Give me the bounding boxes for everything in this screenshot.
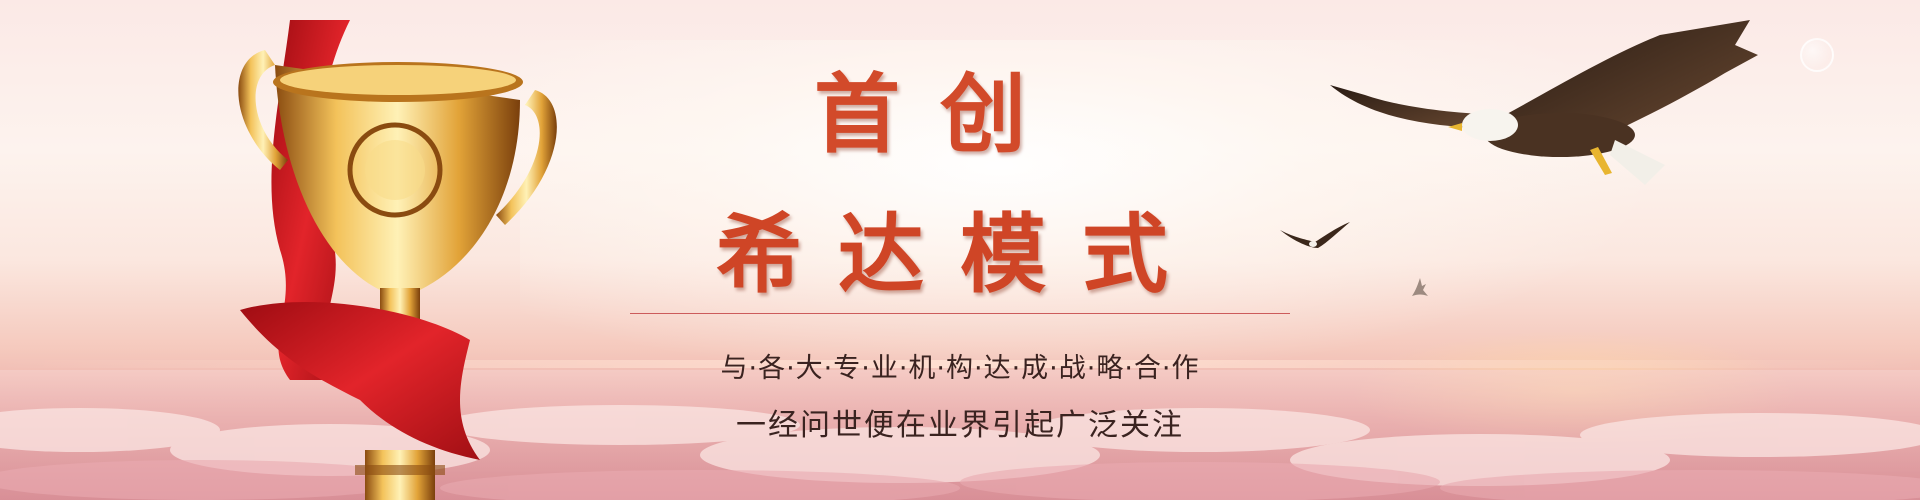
divider-line xyxy=(630,313,1290,314)
eagle-icon xyxy=(1280,222,1350,248)
subtitle-cooperation: 与·各·大·专·业·机·构·达·成·战·略·合·作 xyxy=(720,353,1200,384)
trophy-icon xyxy=(238,20,557,500)
headline-line-2: 希达模式 xyxy=(716,204,1204,305)
light-bubble xyxy=(1800,38,1834,72)
horizon-line xyxy=(0,360,1920,368)
headline-line-1: 首创 xyxy=(814,64,1066,165)
eagle-icon xyxy=(1412,278,1428,296)
subtitle-attention: 一经问世便在业界引起广泛关注 xyxy=(736,408,1184,443)
eagle-icon xyxy=(1330,20,1758,185)
